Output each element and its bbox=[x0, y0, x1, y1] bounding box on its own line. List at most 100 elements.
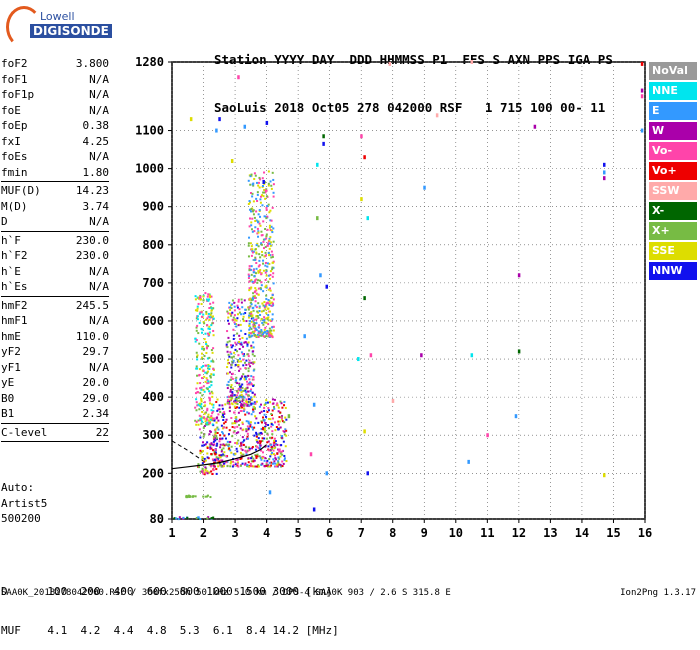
echo-point bbox=[219, 410, 222, 413]
echo-point bbox=[254, 415, 257, 418]
echo-point bbox=[222, 432, 225, 435]
scatter-point bbox=[391, 398, 395, 403]
echo-point bbox=[263, 328, 266, 331]
echo-point bbox=[258, 271, 261, 274]
echo-point bbox=[226, 330, 229, 333]
echo-point bbox=[252, 295, 255, 298]
param-row-he: h`E N/A bbox=[1, 264, 109, 280]
echo-point bbox=[200, 407, 203, 410]
echo-point bbox=[256, 232, 259, 235]
echo-point bbox=[256, 281, 259, 284]
echo-point bbox=[249, 425, 252, 428]
echo-point bbox=[251, 315, 254, 318]
echo-point bbox=[210, 384, 213, 387]
echo-point bbox=[250, 265, 253, 268]
echo-point bbox=[230, 344, 233, 347]
echo-point bbox=[207, 345, 210, 348]
echo-point bbox=[264, 264, 267, 267]
echo-point bbox=[281, 435, 284, 438]
echo-point bbox=[236, 306, 239, 309]
scatter-point bbox=[470, 353, 474, 358]
echo-point bbox=[260, 334, 263, 337]
echo-point bbox=[211, 423, 214, 426]
echo-point bbox=[248, 236, 251, 239]
scatter-point bbox=[262, 179, 265, 184]
echo-point bbox=[212, 469, 215, 472]
echo-point bbox=[221, 404, 224, 407]
echo-point bbox=[205, 351, 208, 354]
echo-point bbox=[266, 215, 269, 218]
echo-point bbox=[272, 282, 275, 285]
echo-point bbox=[235, 442, 238, 445]
echo-point bbox=[240, 341, 243, 344]
echo-point bbox=[234, 363, 237, 366]
echo-point bbox=[265, 303, 268, 306]
echo-point bbox=[264, 308, 267, 311]
echo-point bbox=[268, 247, 271, 250]
echo-point bbox=[270, 461, 273, 464]
echo-point bbox=[203, 444, 206, 447]
echo-point bbox=[271, 231, 274, 234]
echo-point bbox=[260, 420, 263, 423]
auto-program: Artist5 bbox=[1, 496, 48, 510]
echo-point bbox=[257, 213, 260, 216]
echo-point bbox=[248, 465, 251, 468]
echo-point bbox=[233, 400, 236, 403]
echo-point bbox=[248, 289, 251, 292]
echo-point bbox=[255, 210, 258, 213]
echo-point bbox=[253, 354, 256, 357]
echo-point bbox=[252, 323, 255, 326]
echo-point bbox=[202, 313, 205, 316]
echo-point bbox=[256, 333, 259, 336]
echo-point bbox=[274, 457, 277, 460]
echo-point bbox=[263, 429, 266, 432]
echo-point bbox=[215, 456, 218, 459]
echo-point bbox=[273, 439, 276, 442]
echo-point bbox=[244, 449, 247, 452]
echo-point bbox=[251, 195, 254, 198]
echo-point bbox=[265, 461, 268, 464]
echo-point bbox=[258, 264, 261, 267]
echo-point bbox=[239, 427, 242, 430]
echo-point bbox=[242, 364, 245, 367]
echo-point bbox=[264, 271, 267, 274]
echo-point bbox=[211, 392, 214, 395]
echo-point bbox=[247, 277, 250, 280]
echo-point bbox=[254, 272, 257, 275]
echo-point bbox=[227, 399, 230, 402]
echo-point bbox=[257, 271, 260, 274]
echo-point bbox=[210, 295, 213, 298]
param-divider bbox=[1, 441, 109, 442]
echo-point bbox=[267, 445, 270, 448]
echo-point bbox=[251, 217, 254, 220]
echo-point bbox=[206, 517, 209, 520]
scatter-point bbox=[237, 75, 240, 80]
echo-point bbox=[212, 440, 215, 443]
echo-point bbox=[202, 299, 205, 302]
echo-point bbox=[219, 434, 222, 437]
echo-point bbox=[175, 517, 178, 520]
echo-point bbox=[251, 353, 254, 356]
scatter-point bbox=[423, 185, 426, 190]
echo-point bbox=[246, 345, 249, 348]
echo-point bbox=[251, 251, 254, 254]
scatter-point bbox=[319, 273, 322, 278]
echo-point bbox=[198, 428, 201, 431]
echo-point bbox=[236, 420, 239, 423]
echo-point bbox=[269, 209, 272, 212]
echo-point bbox=[194, 392, 197, 395]
echo-point bbox=[245, 393, 248, 396]
param-value: 22 bbox=[95, 425, 109, 439]
param-value: 29.7 bbox=[82, 345, 110, 358]
echo-point bbox=[253, 322, 256, 325]
echo-point bbox=[269, 302, 272, 305]
echo-point bbox=[211, 412, 214, 415]
echo-point bbox=[267, 323, 270, 326]
echo-point bbox=[252, 184, 255, 187]
echo-point bbox=[252, 258, 255, 261]
echo-point bbox=[249, 301, 252, 304]
echo-point bbox=[255, 456, 258, 459]
echo-point bbox=[235, 325, 238, 328]
echo-point bbox=[225, 426, 228, 429]
scatter-point bbox=[640, 88, 644, 93]
